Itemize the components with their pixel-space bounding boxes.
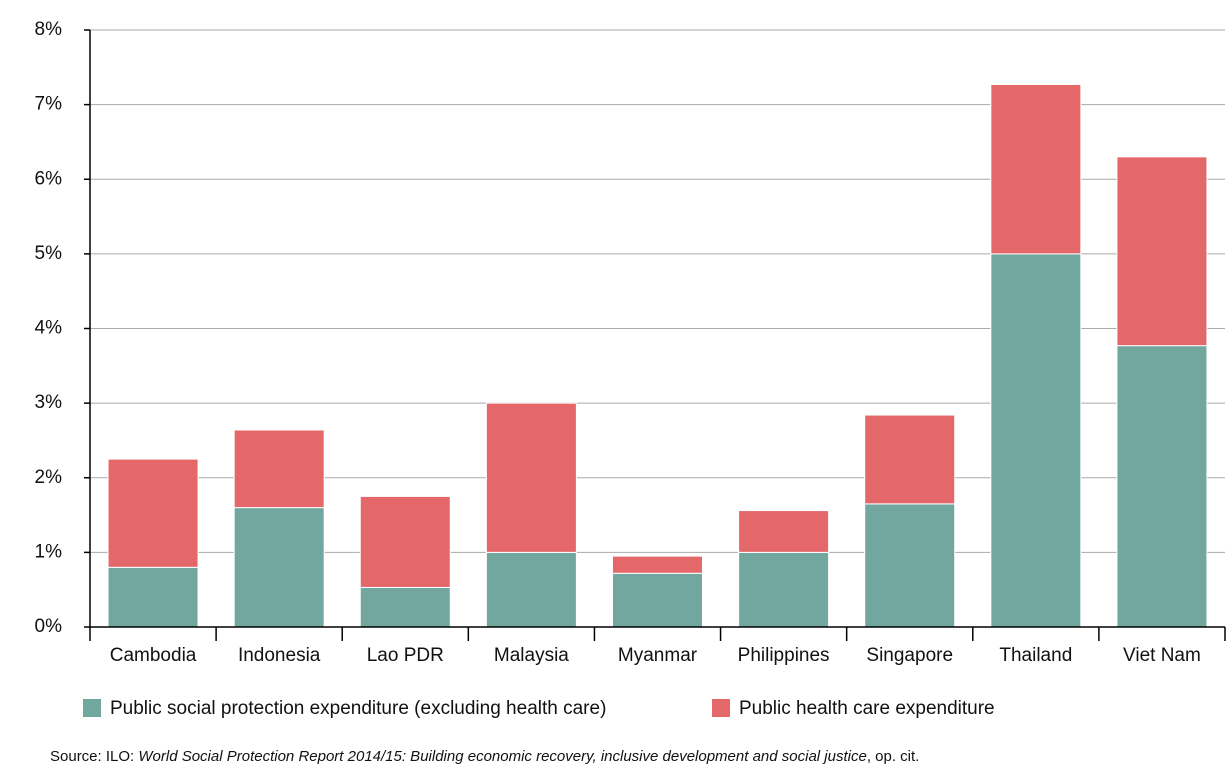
y-tick-label: 3% xyxy=(35,392,63,413)
y-tick-label: 1% xyxy=(35,541,63,562)
source: Source: ILO: World Social Protection Rep… xyxy=(50,748,919,765)
bar-segment xyxy=(864,414,956,505)
bar-segment xyxy=(233,429,325,509)
x-tick-label: Indonesia xyxy=(238,645,321,666)
y-tick-label: 6% xyxy=(35,168,63,189)
bar-segment xyxy=(738,551,830,628)
source-prefix: Source: ILO: xyxy=(50,748,138,765)
x-tick-label: Lao PDR xyxy=(367,645,444,666)
bar-segment xyxy=(233,507,325,628)
bar-segment xyxy=(359,495,451,588)
x-tick-label: Singapore xyxy=(866,645,953,666)
bar-segment xyxy=(485,551,577,628)
bar-segment xyxy=(738,510,830,553)
x-tick-label: Thailand xyxy=(999,645,1072,666)
y-tick-label: 4% xyxy=(35,318,63,339)
bar-segment xyxy=(1116,345,1208,628)
x-tick-label: Cambodia xyxy=(110,645,197,666)
y-tick-label: 2% xyxy=(35,467,63,488)
y-tick-label: 5% xyxy=(35,243,63,264)
bar-segment xyxy=(612,572,703,628)
legend-label: Public social protection expenditure (ex… xyxy=(110,698,606,719)
bar-segment xyxy=(485,402,577,553)
x-tick-label: Myanmar xyxy=(618,645,698,666)
source-title: World Social Protection Report 2014/15: … xyxy=(138,748,866,765)
x-tick-label: Viet Nam xyxy=(1123,645,1201,666)
bar-segment xyxy=(107,458,199,568)
bar-segment xyxy=(612,555,703,574)
y-tick-label: 0% xyxy=(35,616,63,637)
bar-segment xyxy=(359,586,451,628)
legend-swatch xyxy=(712,699,730,717)
bar-segment xyxy=(990,253,1082,628)
bar-segment xyxy=(1116,156,1208,347)
bar-segment xyxy=(990,83,1082,255)
bar-segment xyxy=(107,566,199,628)
bar-segment xyxy=(864,503,956,628)
source-suffix: , op. cit. xyxy=(867,748,920,765)
legend-swatch xyxy=(83,699,101,717)
legend-label: Public health care expenditure xyxy=(739,698,995,719)
x-tick-label: Malaysia xyxy=(494,645,569,666)
y-tick-label: 7% xyxy=(35,94,63,115)
y-tick-label: 8% xyxy=(35,19,63,40)
x-tick-label: Philippines xyxy=(738,645,830,666)
